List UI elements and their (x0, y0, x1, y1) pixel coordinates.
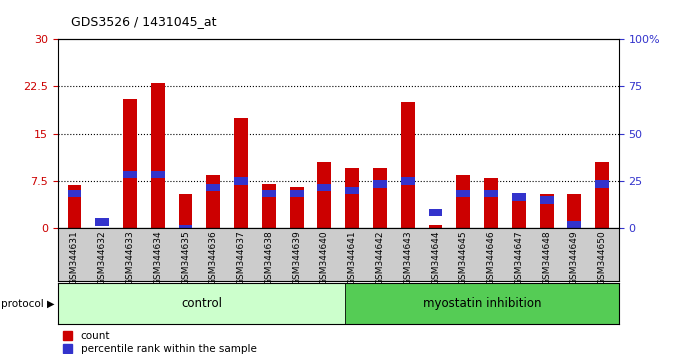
Bar (123, 171, 137, 178)
Bar (456, 175, 470, 228)
Text: GSM344632: GSM344632 (98, 230, 107, 285)
Bar (207, 175, 220, 228)
Text: GSM344639: GSM344639 (292, 230, 301, 285)
Bar (345, 187, 359, 194)
Text: GSM344646: GSM344646 (487, 230, 496, 285)
Text: GDS3526 / 1431045_at: GDS3526 / 1431045_at (71, 15, 217, 28)
Text: GSM344634: GSM344634 (153, 230, 163, 285)
Bar (234, 118, 248, 228)
Bar (512, 200, 526, 228)
Bar (123, 99, 137, 228)
Text: GSM344641: GSM344641 (347, 230, 357, 285)
Bar (290, 190, 303, 198)
Bar (67, 190, 82, 198)
Bar (290, 187, 303, 228)
Bar (234, 177, 248, 185)
Text: GSM344647: GSM344647 (514, 230, 524, 285)
Text: GSM344633: GSM344633 (126, 230, 135, 285)
Bar (428, 225, 443, 228)
Bar (373, 180, 387, 188)
Bar (151, 83, 165, 228)
Bar (567, 221, 581, 229)
Bar (318, 162, 331, 228)
Text: GSM344637: GSM344637 (237, 230, 245, 285)
Text: protocol: protocol (1, 298, 44, 309)
Text: ▶: ▶ (47, 298, 54, 309)
Text: GSM344640: GSM344640 (320, 230, 329, 285)
Text: control: control (181, 297, 222, 310)
Text: myostatin inhibition: myostatin inhibition (423, 297, 541, 310)
Bar (595, 162, 609, 228)
Bar (373, 169, 387, 228)
Bar (95, 218, 109, 226)
Bar (456, 190, 470, 198)
Bar (262, 184, 276, 228)
Text: GSM344648: GSM344648 (542, 230, 551, 285)
Bar (207, 183, 220, 191)
Bar (484, 190, 498, 198)
Text: GSM344631: GSM344631 (70, 230, 79, 285)
Bar (151, 171, 165, 178)
Bar (540, 194, 554, 228)
Bar (401, 102, 415, 228)
Text: GSM344635: GSM344635 (181, 230, 190, 285)
Bar (318, 183, 331, 191)
Bar (58, 283, 345, 324)
Bar (428, 209, 443, 216)
Bar (345, 283, 619, 324)
Bar (401, 177, 415, 185)
Bar (262, 190, 276, 198)
Bar (567, 194, 581, 228)
Text: GSM344644: GSM344644 (431, 230, 440, 285)
Bar (345, 169, 359, 228)
Text: GSM344650: GSM344650 (598, 230, 607, 285)
Text: GSM344636: GSM344636 (209, 230, 218, 285)
Legend: count, percentile rank within the sample: count, percentile rank within the sample (63, 331, 256, 354)
Bar (484, 178, 498, 228)
Bar (67, 185, 82, 228)
Bar (595, 180, 609, 188)
Bar (540, 196, 554, 204)
Bar (179, 224, 192, 232)
Text: GSM344649: GSM344649 (570, 230, 579, 285)
Text: GSM344642: GSM344642 (375, 230, 384, 285)
Text: GSM344645: GSM344645 (459, 230, 468, 285)
Text: GSM344638: GSM344638 (265, 230, 273, 285)
Bar (179, 194, 192, 228)
Bar (512, 193, 526, 201)
Text: GSM344643: GSM344643 (403, 230, 412, 285)
